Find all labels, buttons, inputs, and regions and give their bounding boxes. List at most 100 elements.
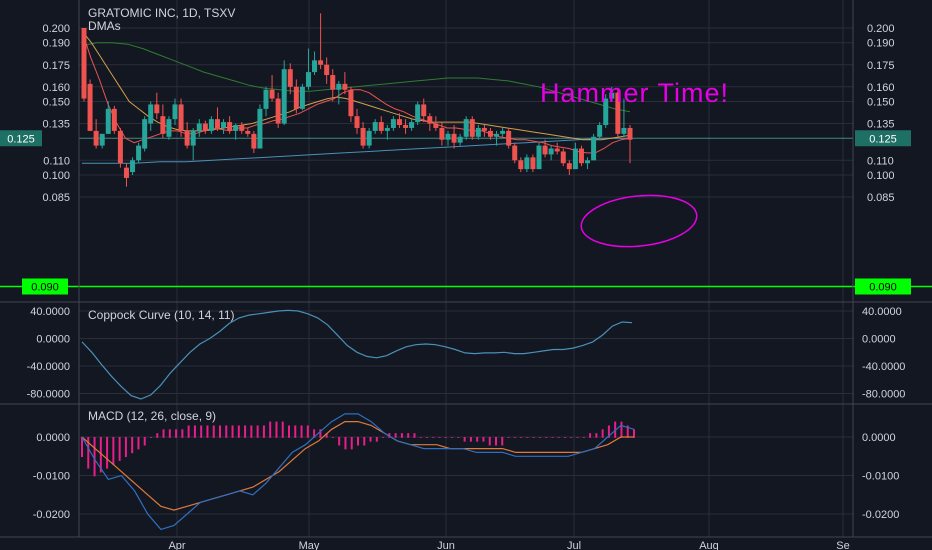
candle-body	[299, 86, 305, 109]
macd-tick-left: 0.0000	[36, 432, 70, 444]
candle	[390, 116, 396, 131]
candle	[566, 160, 572, 175]
candle	[172, 98, 178, 126]
support-tag-left-text: 0.090	[31, 282, 59, 294]
candle	[342, 72, 348, 95]
candle-body	[324, 64, 330, 76]
hammer-time-annotation: Hammer Time!	[540, 78, 729, 108]
price-tick-left: 0.100	[42, 170, 70, 182]
candle-body	[512, 145, 518, 161]
candle	[354, 108, 360, 134]
candle	[597, 122, 603, 140]
support-tag-right-text: 0.090	[869, 282, 897, 294]
price-tick-right: 0.175	[867, 60, 895, 72]
price-tick-right: 0.100	[867, 170, 895, 182]
candle	[136, 142, 142, 164]
candle	[427, 113, 433, 131]
support-tag-right: 0.090	[855, 278, 911, 295]
candle-body	[390, 119, 396, 128]
candle	[178, 98, 184, 137]
candle-body	[451, 133, 457, 143]
candle-body	[172, 104, 178, 120]
macd-signal-line	[81, 421, 634, 511]
candle-body	[214, 119, 220, 128]
candle-body	[415, 104, 421, 123]
candle	[348, 86, 354, 123]
price-tick-right: 0.135	[867, 119, 895, 131]
candle	[81, 28, 87, 102]
candle	[403, 119, 409, 134]
coppock-tick-left: 40.0000	[30, 306, 70, 318]
price-tick-right: 0.150	[867, 97, 895, 109]
candlesticks[interactable]	[81, 13, 633, 187]
sma-200-line	[82, 137, 630, 164]
last-price-tag-left: 0.125	[0, 130, 42, 147]
candle	[269, 75, 275, 102]
candle	[512, 142, 518, 164]
price-tick-left: 0.190	[42, 38, 70, 50]
candle-body	[305, 72, 311, 87]
candle-body	[105, 108, 111, 134]
price-tick-left: 0.135	[42, 119, 70, 131]
candle	[554, 142, 560, 155]
price-tick-right: 0.160	[867, 82, 895, 94]
sma-mid-line	[81, 30, 631, 141]
candle	[500, 127, 506, 137]
candle	[439, 122, 445, 146]
candle	[312, 51, 318, 76]
candle-body	[463, 119, 469, 137]
macd-title: MACD (12, 26, close, 9)	[88, 409, 216, 423]
candle	[621, 98, 627, 137]
candle	[233, 123, 239, 140]
candle-body	[621, 127, 627, 134]
chart-title: GRATOMIC INC, 1D, TSXV	[88, 6, 235, 20]
candle-body	[281, 69, 287, 124]
candle-body	[245, 130, 251, 134]
candle	[372, 119, 378, 134]
candle-body	[196, 123, 202, 131]
candle-body	[421, 104, 427, 117]
candle	[560, 148, 566, 167]
price-tick-left: 0.085	[42, 192, 70, 204]
x-tick-label: Apr	[168, 540, 185, 550]
candle-body	[433, 123, 439, 128]
candle-body	[409, 122, 415, 128]
candle-body	[227, 122, 233, 131]
candle	[585, 157, 591, 170]
last-price-tag-right: 0.125	[855, 130, 911, 147]
candle	[451, 125, 457, 149]
candle-body	[275, 98, 281, 124]
candle	[293, 79, 299, 114]
candle-body	[336, 83, 342, 90]
candle-body	[481, 127, 487, 131]
candle-body	[117, 130, 123, 164]
candle	[378, 116, 384, 134]
coppock-tick-right: 0.0000	[862, 334, 896, 346]
candle-body	[87, 83, 93, 131]
candle	[251, 130, 257, 153]
candle	[196, 119, 202, 137]
candle	[130, 157, 136, 175]
candle-body	[123, 167, 129, 178]
candle	[287, 63, 293, 95]
candle	[93, 119, 99, 149]
price-tick-right: 0.085	[867, 192, 895, 204]
x-tick-label: Se	[836, 540, 849, 550]
macd-tick-right: -0.0100	[862, 471, 899, 483]
coppock-tick-right: 40.0000	[862, 306, 902, 318]
candle	[227, 116, 233, 134]
candle	[324, 57, 330, 84]
candle	[202, 120, 208, 134]
candle	[445, 130, 451, 146]
candle	[572, 142, 578, 170]
candle-body	[221, 122, 227, 128]
candle-body	[318, 60, 324, 65]
candle-body	[548, 148, 554, 155]
macd-tick-right: -0.0200	[862, 509, 899, 521]
candle	[305, 48, 311, 90]
candle	[111, 105, 117, 134]
candle	[257, 104, 263, 149]
x-tick-label: Jun	[437, 540, 455, 550]
candle-body	[233, 125, 239, 131]
